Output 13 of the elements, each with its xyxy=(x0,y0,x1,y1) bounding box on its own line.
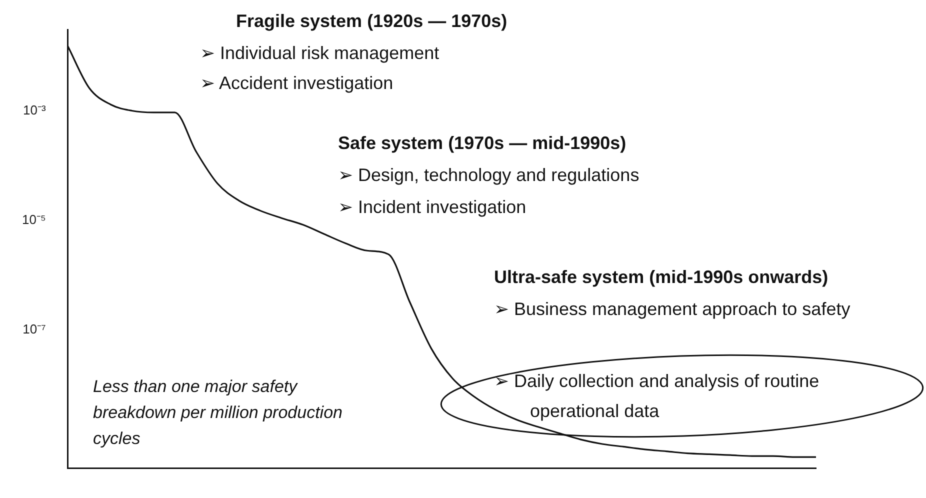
annotation: ➢ Accident investigation xyxy=(200,72,394,95)
annotation: Fragile system (1920s — 1970s) xyxy=(236,10,508,33)
annotation: Safe system (1970s — mid-1990s) xyxy=(338,132,628,155)
y-tick-label: 10⁻⁷ xyxy=(22,322,46,337)
annotation: Less than one major safety breakdown per million production cycles xyxy=(93,376,343,450)
annotation: ➢ Individual risk management xyxy=(200,42,440,65)
annotation: ➢ Daily collection and analysis of routine operational data xyxy=(494,370,820,423)
annotation: ➢ Business management approach to safety xyxy=(494,298,852,321)
annotation: ➢ Incident investigation xyxy=(338,196,528,219)
y-tick-label: 10⁻⁵ xyxy=(22,212,46,227)
y-tick-label: 10⁻³ xyxy=(23,102,47,118)
annotation: Ultra-safe system (mid-1990s onwards) xyxy=(494,266,830,289)
annotation: ➢ Design, technology and regulations xyxy=(338,164,640,187)
